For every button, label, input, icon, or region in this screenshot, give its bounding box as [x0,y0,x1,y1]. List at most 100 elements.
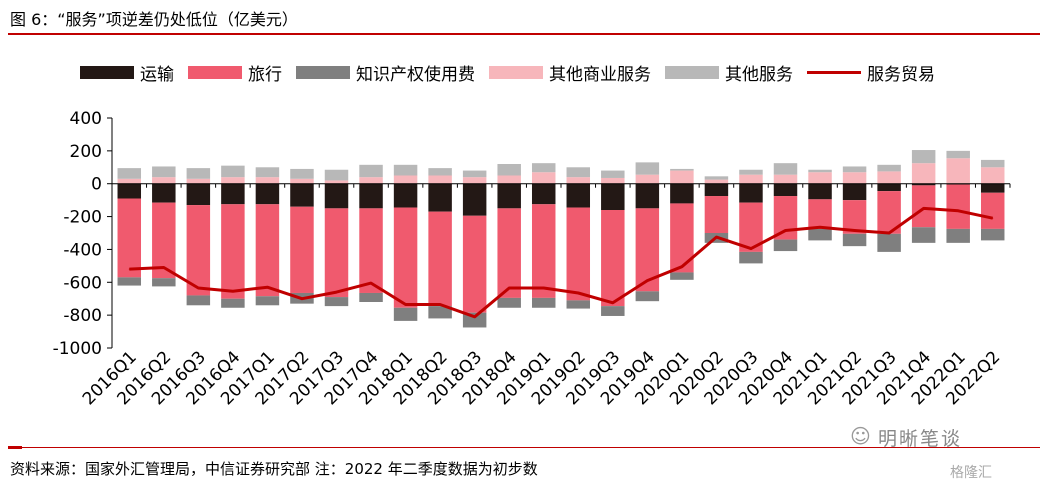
legend-label-other-business: 其他商业服务 [549,65,651,85]
legend-item-travel: 旅行 [188,60,282,85]
bar-other_business [773,174,798,184]
bar-travel [152,202,176,279]
bar-ip [877,233,901,252]
point-services_trade [646,280,648,282]
bar-other_services [566,167,591,178]
bar-travel [531,204,556,298]
title-rule [8,33,1040,35]
point-services_trade [266,286,268,288]
point-services_trade [474,316,476,318]
bar-transport [186,183,211,206]
point-services_trade [819,226,821,228]
point-services_trade [543,287,545,289]
legend-swatch-ip [296,66,350,79]
bar-travel [290,206,314,293]
bar-other_business [221,177,245,184]
bar-ip [531,297,556,308]
bar-transport [462,183,487,216]
bar-other_business [635,174,660,184]
bar-travel [393,207,418,308]
bar-other_services [186,168,211,179]
footer-rule [8,447,1040,448]
bar-ip [221,298,245,308]
bar-ip [808,228,832,241]
bar-other_business [462,177,487,184]
bar-other_services [359,164,383,178]
bar-ip [773,239,798,252]
bar-transport [290,183,314,207]
point-services_trade [715,236,717,238]
point-services_trade [923,207,925,209]
legend-item-transport: 运输 [80,60,174,85]
bar-ip [324,297,349,307]
bar-transport [152,183,176,203]
bar-transport [497,183,521,209]
bar-travel [497,208,521,298]
legend-swatch-transport [80,66,134,79]
y-tick-label: 0 [91,175,102,195]
legend-label-services-trade: 服务贸易 [867,65,935,85]
bar-transport [117,183,142,199]
bar-other_business [911,163,936,184]
point-services_trade [854,230,856,232]
bar-transport [704,183,729,197]
bar-travel [808,199,832,229]
point-services_trade [681,266,683,268]
bar-ip [497,297,521,308]
bar-travel [842,200,867,234]
bar-travel [324,208,349,298]
y-tick-label: -800 [63,306,102,326]
bar-ip [980,228,1005,241]
bar-ip [566,300,591,309]
bar-other_services [393,164,418,176]
bar-transport [428,183,452,212]
bar-ip [911,227,936,243]
bar-other_business [117,178,142,184]
bar-other_services [635,162,660,175]
bar-travel [186,205,211,296]
bar-other_services [531,163,556,173]
bar-other_business [255,177,280,184]
bar-other_business [739,174,763,184]
point-services_trade [336,291,337,293]
bar-ip [428,306,452,319]
bar-transport [635,183,660,209]
bar-ip [117,277,142,286]
bar-travel [739,202,763,252]
bar-other_business [877,171,901,184]
bar-travel [117,198,142,278]
legend-item-services-trade: 服务贸易 [807,60,935,85]
bar-other_services [773,163,798,175]
bar-other_business [566,177,591,184]
bar-other_business [842,172,867,184]
y-tick-label: -200 [63,208,102,228]
bar-transport [911,183,936,186]
point-services_trade [508,287,510,289]
bar-travel [704,196,729,233]
y-tick-label: 200 [70,142,102,162]
bar-other_business [601,177,625,184]
bar-other_services [117,168,142,179]
bar-travel [670,203,694,273]
bar-transport [877,183,901,192]
watermark-text: 明晰笔谈 [878,428,963,450]
bar-transport [739,183,763,203]
bar-transport [773,183,798,197]
point-services_trade [128,268,130,270]
bar-ip [670,272,694,280]
bar-transport [670,183,694,204]
bar-travel [566,207,591,301]
bar-other_services [670,168,694,171]
legend-swatch-services-trade [807,71,861,74]
point-services_trade [405,303,407,305]
bar-transport [255,183,280,205]
point-services_trade [992,217,994,219]
point-services_trade [750,248,752,250]
legend-swatch-travel [188,66,242,79]
bar-other_business [359,177,383,184]
point-services_trade [197,287,199,289]
bar-other_business [808,172,832,184]
point-services_trade [163,267,165,268]
bar-other_services [601,170,625,178]
legend-swatch-other-services [665,66,719,79]
